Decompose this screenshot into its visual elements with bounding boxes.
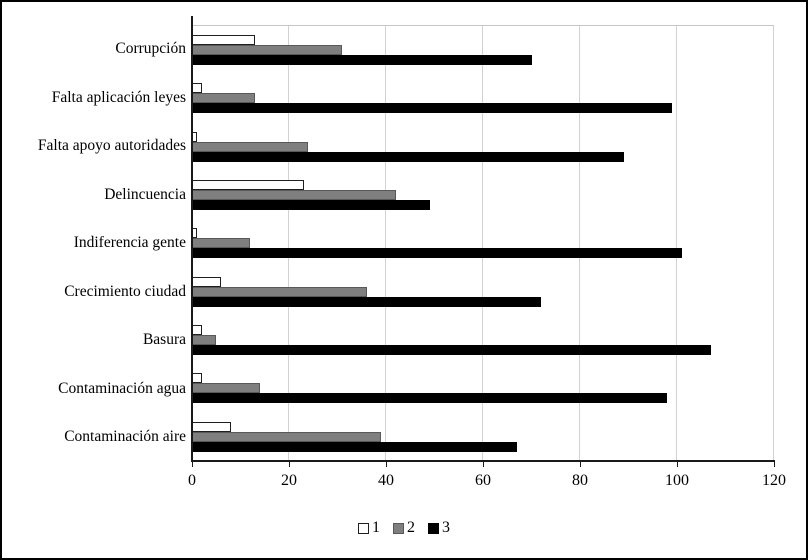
x-tick-label-120: 120 (762, 472, 786, 489)
bar-series2-2 (192, 141, 309, 152)
bar-series2-1 (192, 93, 256, 104)
legend-swatch-icon (428, 522, 439, 534)
x-tick-label-100: 100 (665, 472, 689, 489)
x-tick-label-80: 80 (572, 472, 588, 489)
bar-group-6 (192, 316, 774, 364)
x-axis-tick-20 (289, 462, 290, 467)
bar-group-2 (192, 123, 774, 171)
legend-item-3: 3 (428, 520, 450, 536)
bar-series1-7 (192, 373, 202, 384)
category-label: Corrupción (115, 40, 186, 58)
bar-series2-5 (192, 286, 367, 297)
bar-series1-6 (192, 325, 202, 336)
category-label: Falta aplicación leyes (51, 88, 186, 106)
legend-label: 2 (407, 519, 415, 536)
bar-series3-2 (192, 151, 624, 162)
category-label: Falta apoyo autoridades (37, 137, 186, 155)
x-axis-tick-40 (386, 462, 387, 467)
plot-area (192, 25, 774, 461)
bar-group-7 (192, 364, 774, 412)
legend: 1 2 3 (2, 520, 806, 536)
bar-group-3 (192, 171, 774, 219)
x-tick-label-40: 40 (378, 472, 394, 489)
legend-label: 3 (442, 519, 450, 536)
bar-series3-0 (192, 55, 532, 66)
legend-item-2: 2 (393, 520, 415, 536)
category-label: Basura (142, 331, 186, 349)
bar-series3-8 (192, 441, 517, 452)
x-axis-tick-120 (774, 462, 775, 467)
bar-series1-5 (192, 276, 222, 287)
bar-series2-8 (192, 431, 382, 442)
gridline-100 (676, 26, 677, 461)
bar-series1-1 (192, 83, 202, 94)
bar-series3-1 (192, 103, 673, 114)
x-axis-line (191, 460, 775, 462)
legend-swatch-icon (358, 522, 369, 534)
bar-series2-3 (192, 190, 396, 201)
gridline-20 (287, 26, 289, 461)
bar-group-4 (192, 219, 774, 267)
bar-series3-4 (192, 248, 682, 259)
bar-group-1 (192, 74, 774, 122)
bar-series1-3 (192, 180, 304, 191)
bar-series2-4 (192, 238, 251, 249)
bar-rows (192, 26, 774, 461)
gridline-40 (384, 26, 386, 461)
legend-label: 1 (372, 519, 380, 536)
bar-series3-3 (192, 200, 430, 211)
category-label: Contaminación agua (58, 379, 186, 397)
bar-series3-6 (192, 345, 711, 356)
bar-series2-0 (192, 45, 343, 56)
x-tick-label-20: 20 (281, 472, 297, 489)
category-label: Delincuencia (104, 185, 186, 203)
x-tick-label-0: 0 (188, 472, 196, 489)
x-axis-tick-60 (483, 462, 484, 467)
category-label: Crecimiento ciudad (64, 282, 186, 300)
category-label: Indiferencia gente (73, 234, 186, 252)
category-axis-labels: Corrupción Falta aplicación leyes Falta ap… (8, 25, 186, 461)
bar-group-8 (192, 413, 774, 461)
bar-group-0 (192, 26, 774, 74)
gridline-60 (482, 26, 483, 461)
x-axis-tick-0 (192, 462, 193, 467)
category-label: Contaminación aire (64, 427, 186, 445)
bar-series2-7 (192, 383, 260, 394)
bar-series1-8 (192, 421, 231, 432)
gridline-120 (773, 26, 774, 461)
x-axis-tick-80 (580, 462, 581, 467)
legend-item-1: 1 (358, 520, 380, 536)
y-axis-line (191, 16, 193, 462)
bar-series1-0 (192, 35, 256, 46)
bar-group-5 (192, 268, 774, 316)
bar-series3-5 (192, 296, 542, 307)
gridline-80 (578, 26, 580, 461)
bar-series3-7 (192, 393, 668, 404)
bar-series2-6 (192, 335, 217, 346)
x-tick-label-60: 60 (475, 472, 491, 489)
legend-swatch-icon (393, 522, 404, 534)
x-axis-tick-100 (677, 462, 678, 467)
